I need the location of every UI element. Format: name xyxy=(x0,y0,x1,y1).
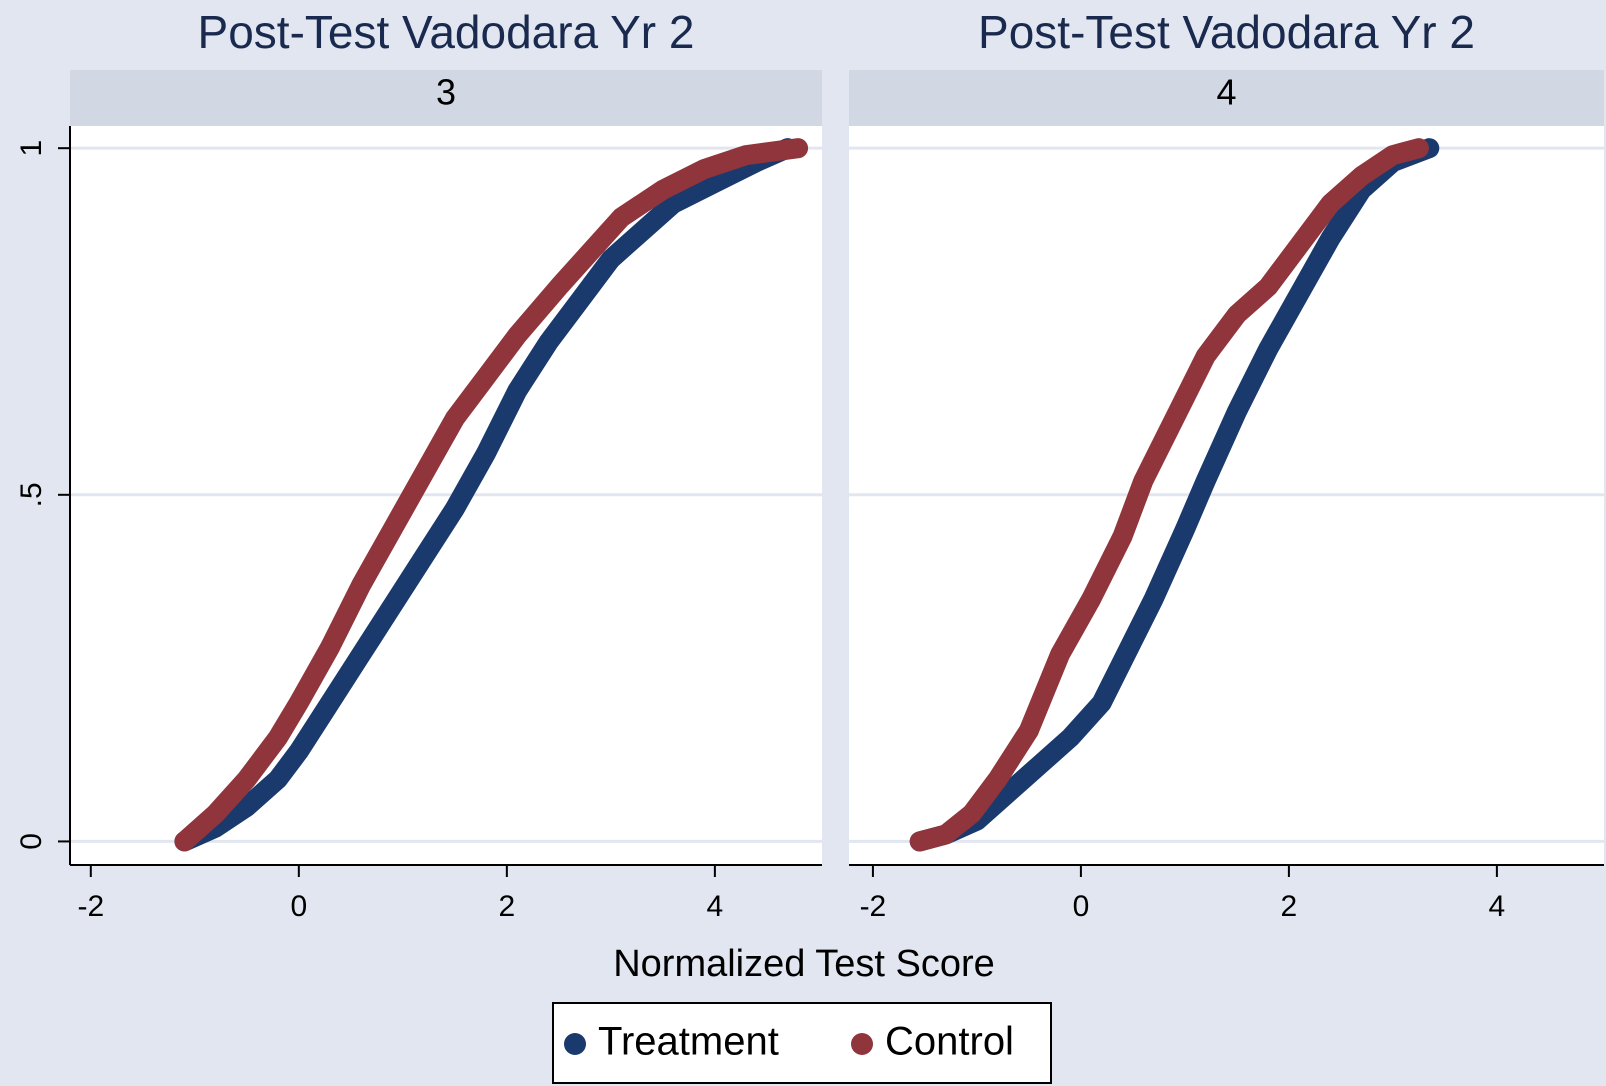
cdf-line xyxy=(909,138,1440,852)
x-axis-label: Normalized Test Score xyxy=(613,943,995,985)
cdf-line xyxy=(174,138,798,852)
x-tick-label: -2 xyxy=(77,890,104,923)
x-tick-label: 0 xyxy=(290,890,307,923)
strip-label: 3 xyxy=(436,72,456,113)
y-tick-label: 1 xyxy=(15,140,48,157)
strip xyxy=(70,70,822,126)
y-tick-label: 0 xyxy=(15,833,48,850)
legend-marker xyxy=(564,1033,586,1055)
y-tick-label: .5 xyxy=(15,482,48,507)
legend-label: Treatment xyxy=(598,1020,779,1064)
legend-box xyxy=(552,1002,1052,1084)
panel-title: Post-Test Vadodara Yr 2 xyxy=(198,6,695,58)
panel-title: Post-Test Vadodara Yr 2 xyxy=(978,6,1475,58)
x-tick-label: 2 xyxy=(1281,890,1298,923)
x-tick-label: -2 xyxy=(860,890,887,923)
cdf-line xyxy=(909,138,1429,852)
x-tick-label: 0 xyxy=(1073,890,1090,923)
cdf-line xyxy=(174,138,809,852)
x-tick-label: 4 xyxy=(707,890,724,923)
strip xyxy=(849,70,1604,126)
legend-marker xyxy=(851,1033,873,1055)
legend-label: Control xyxy=(885,1020,1014,1064)
x-tick-label: 2 xyxy=(499,890,516,923)
strip-label: 4 xyxy=(1216,72,1236,113)
x-tick-label: 4 xyxy=(1489,890,1506,923)
